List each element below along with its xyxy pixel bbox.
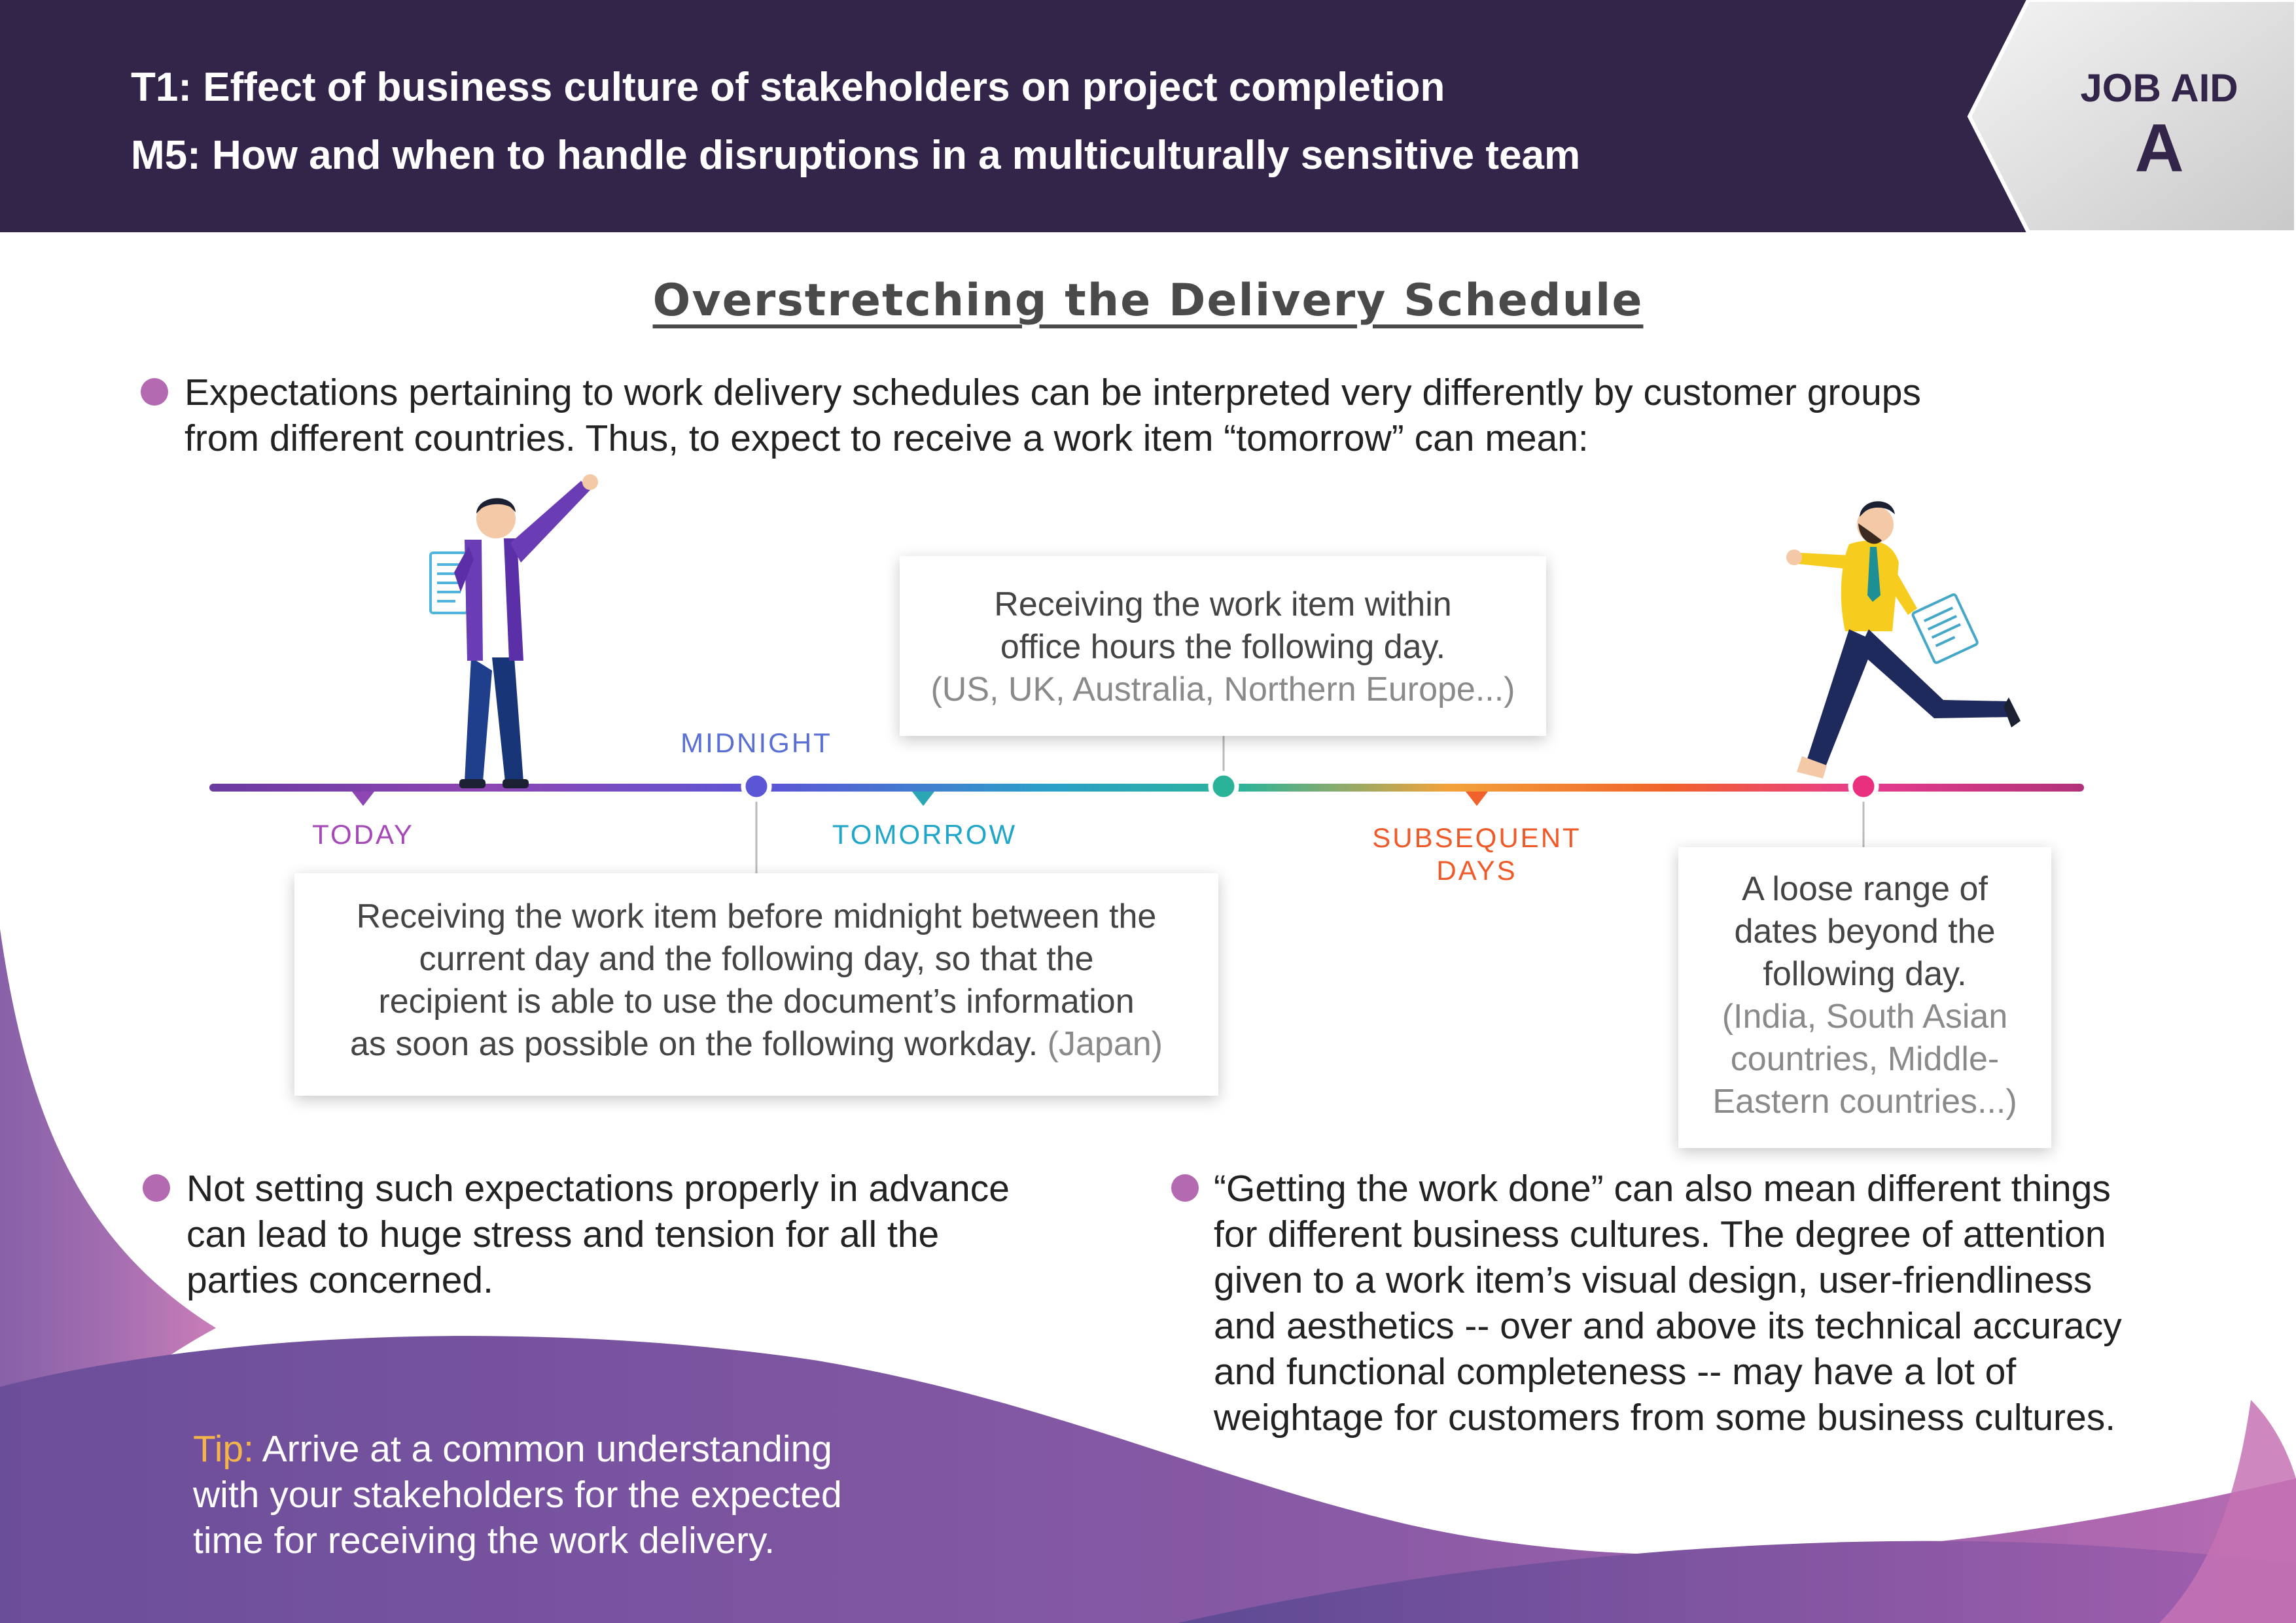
work-done-line-2: for different business cultures. The deg… xyxy=(1214,1213,2106,1255)
tip-line-3: time for receiving the work delivery. xyxy=(193,1520,775,1562)
work-done-line-1: “Getting the work done” can also mean di… xyxy=(1214,1168,2111,1210)
stress-line-1: Not setting such expectations properly i… xyxy=(186,1168,1010,1210)
bullet-dot xyxy=(1171,1174,1199,1202)
pointer-subsequent xyxy=(1466,792,1488,806)
callout-loose-range: A loose range of dates beyond the follow… xyxy=(1678,847,2051,1148)
callout-office-hours-line1: Receiving the work item within xyxy=(994,585,1452,623)
intro-line-1: Expectations pertaining to work delivery… xyxy=(185,372,1922,413)
left-swoop xyxy=(0,929,216,1505)
label-today: TODAY xyxy=(312,819,414,850)
stress-paragraph: Not setting such expectations properly i… xyxy=(186,1166,1103,1303)
work-done-line-6: weightage for customers from some busine… xyxy=(1214,1397,2116,1439)
callout-midnight-line3: recipient is able to use the document’s … xyxy=(378,983,1135,1021)
callout-midnight-line1: Receiving the work item before midnight … xyxy=(356,898,1157,935)
callout-midnight-line4: as soon as possible on the following wor… xyxy=(350,1025,1038,1063)
timeline-bar xyxy=(209,784,2084,792)
marker-office-hours xyxy=(1208,771,1239,802)
marker-midnight xyxy=(741,771,772,802)
work-done-line-3: given to a work item’s visual design, us… xyxy=(1214,1259,2093,1301)
tip-line-2: with your stakeholders for the expected xyxy=(193,1474,842,1516)
marker-loose-range xyxy=(1848,771,1879,802)
bullet-dot xyxy=(141,378,168,406)
bottom-wave-main xyxy=(0,1336,2296,1623)
job-aid-letter: A xyxy=(2134,111,2184,186)
callout-loose-countries-3: Eastern countries...) xyxy=(1712,1083,2017,1121)
tip-box: Tip: Arrive at a common understanding wi… xyxy=(193,1426,978,1563)
job-aid-badge xyxy=(1967,0,2296,234)
callout-midnight: Receiving the work item before midnight … xyxy=(294,873,1218,1096)
callout-midnight-countries: (Japan) xyxy=(1047,1025,1163,1063)
callout-office-hours: Receiving the work item within office ho… xyxy=(900,556,1546,736)
intro-line-2: from different countries. Thus, to expec… xyxy=(185,417,1589,459)
callout-loose-line3: following day. xyxy=(1763,955,1967,993)
callout-midnight-line2: current day and the following day, so th… xyxy=(419,940,1094,978)
header-topic: T1: Effect of business culture of stakeh… xyxy=(131,65,1445,110)
tip-label: Tip: xyxy=(193,1428,254,1470)
pointer-today xyxy=(352,792,374,806)
callout-loose-line1: A loose range of xyxy=(1742,870,1988,908)
page-title: Overstretching the Delivery Schedule xyxy=(0,275,2296,326)
bottom-wave-dark xyxy=(1178,1541,2296,1623)
bullet-dot xyxy=(143,1174,170,1202)
work-done-line-4: and aesthetics -- over and above its tec… xyxy=(1214,1305,2122,1347)
callout-office-hours-line2: office hours the following day. xyxy=(1000,628,1446,666)
callout-loose-countries-1: (India, South Asian xyxy=(1722,998,2008,1036)
intro-paragraph: Expectations pertaining to work delivery… xyxy=(185,370,2246,461)
callout-office-hours-countries: (US, UK, Australia, Northern Europe...) xyxy=(930,671,1515,708)
timeline xyxy=(209,736,2084,873)
label-subsequent-line2: DAYS xyxy=(1436,855,1517,886)
page-title-text: Overstretching the Delivery Schedule xyxy=(652,275,1644,326)
job-aid-label: JOB AID xyxy=(2080,66,2238,110)
header-bar xyxy=(0,0,2296,232)
callout-loose-line2: dates beyond the xyxy=(1734,913,1996,951)
label-midnight: MIDNIGHT xyxy=(680,727,832,758)
header-module: M5: How and when to handle disruptions i… xyxy=(131,133,1581,178)
work-done-paragraph: “Getting the work done” can also mean di… xyxy=(1214,1166,2234,1440)
right-corner-accent xyxy=(2159,1400,2296,1623)
work-done-line-5: and functional completeness -- may have … xyxy=(1214,1351,2017,1393)
label-subsequent-line1: SUBSEQUENT xyxy=(1372,822,1581,853)
running-man-illustration xyxy=(1786,501,2021,778)
pointer-tomorrow xyxy=(912,792,934,806)
label-tomorrow: TOMORROW xyxy=(832,819,1017,850)
callout-loose-countries-2: countries, Middle- xyxy=(1730,1040,2000,1078)
stress-line-2: can lead to huge stress and tension for … xyxy=(186,1213,940,1255)
standing-man-illustration xyxy=(429,474,598,788)
stress-line-3: parties concerned. xyxy=(186,1259,493,1301)
tip-line-1: Arrive at a common understanding xyxy=(253,1428,832,1470)
